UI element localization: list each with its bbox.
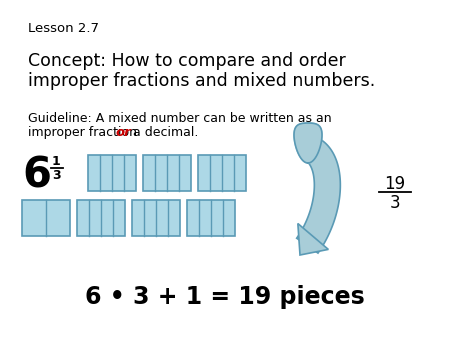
Text: Guideline: A mixed number can be written as an: Guideline: A mixed number can be written… <box>28 112 332 125</box>
Text: Lesson 2.7: Lesson 2.7 <box>28 22 99 35</box>
Text: 3: 3 <box>390 194 400 212</box>
Polygon shape <box>297 136 340 253</box>
Bar <box>132 200 180 236</box>
Text: improper fraction: improper fraction <box>28 126 141 139</box>
Bar <box>77 200 125 236</box>
Text: improper fractions and mixed numbers.: improper fractions and mixed numbers. <box>28 72 375 90</box>
Bar <box>187 200 235 236</box>
Text: 1: 1 <box>52 155 61 168</box>
Text: 3: 3 <box>52 169 61 182</box>
Text: 6: 6 <box>22 155 51 197</box>
Text: 6 • 3 + 1 = 19 pieces: 6 • 3 + 1 = 19 pieces <box>85 285 365 309</box>
Bar <box>22 200 70 236</box>
Bar <box>88 155 136 191</box>
Bar <box>143 155 191 191</box>
Polygon shape <box>294 123 322 163</box>
Text: 19: 19 <box>384 175 405 193</box>
Text: Concept: How to compare and order: Concept: How to compare and order <box>28 52 346 70</box>
Bar <box>198 155 246 191</box>
Text: a decimal.: a decimal. <box>129 126 199 139</box>
Text: or: or <box>115 126 131 139</box>
Polygon shape <box>298 223 328 255</box>
